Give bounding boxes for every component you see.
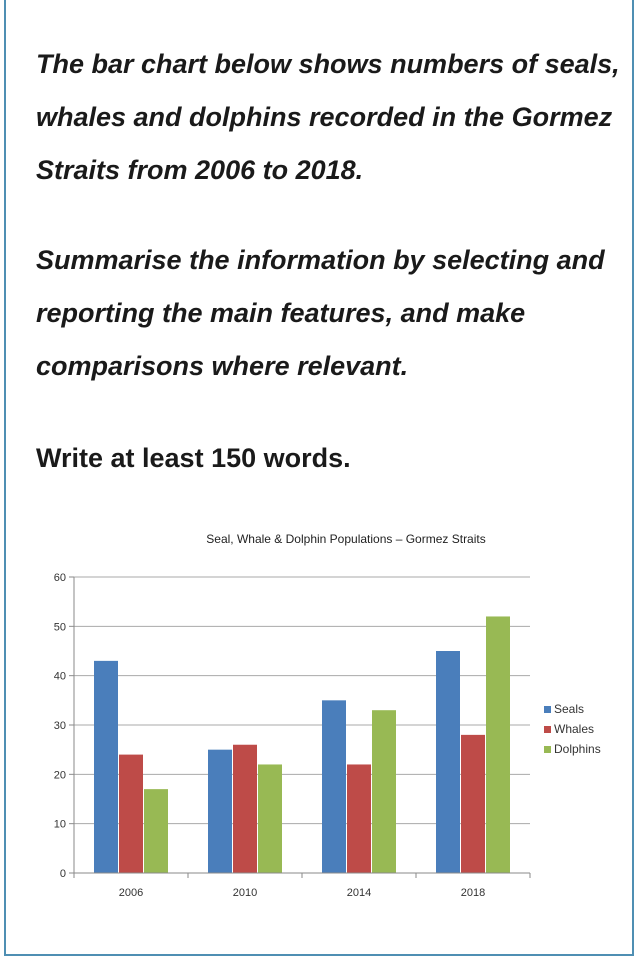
bar-whales-2006 — [119, 754, 143, 873]
word-count-requirement: Write at least 150 words. — [36, 443, 351, 473]
bar-seals-2018 — [436, 651, 460, 873]
y-axis: 0 10 20 30 40 50 60 — [54, 572, 75, 880]
y-tick-label: 10 — [54, 819, 66, 831]
task-description: The bar chart below shows numbers of sea… — [36, 49, 620, 185]
task-card: The bar chart below shows numbers of sea… — [4, 0, 634, 956]
bar-seals-2010 — [208, 749, 232, 873]
x-tick-label: 2014 — [347, 887, 371, 899]
y-tick-label: 0 — [60, 868, 66, 880]
bar-series — [94, 616, 510, 873]
bar-whales-2014 — [347, 764, 371, 873]
y-tick-label: 40 — [54, 671, 66, 683]
legend-swatch-seals — [544, 706, 551, 713]
bar-whales-2010 — [233, 744, 257, 873]
bar-seals-2006 — [94, 660, 118, 873]
y-tick-label: 60 — [54, 572, 66, 584]
legend-swatch-whales — [544, 726, 551, 733]
bar-whales-2018 — [461, 734, 485, 873]
legend-label-dolphins: Dolphins — [554, 742, 601, 756]
bar-dolphins-2010 — [258, 764, 282, 873]
x-tick-label: 2018 — [461, 887, 485, 899]
task-instructions: Summarise the information by selecting a… — [36, 245, 605, 381]
y-tick-label: 20 — [54, 769, 66, 781]
bar-dolphins-2014 — [372, 710, 396, 873]
chart-title: Seal, Whale & Dolphin Populations – Gorm… — [206, 532, 485, 546]
y-tick-label: 30 — [54, 720, 66, 732]
y-tick-label: 50 — [54, 621, 66, 633]
bar-dolphins-2018 — [486, 616, 510, 873]
bar-dolphins-2006 — [144, 789, 168, 873]
bar-seals-2014 — [322, 700, 346, 873]
x-tick-label: 2010 — [233, 887, 257, 899]
legend-label-seals: Seals — [554, 702, 584, 716]
chart-legend: Seals Whales Dolphins — [544, 702, 601, 756]
legend-swatch-dolphins — [544, 746, 551, 753]
bar-chart: Seal, Whale & Dolphin Populations – Gorm… — [54, 532, 601, 899]
legend-label-whales: Whales — [554, 722, 594, 736]
x-tick-label: 2006 — [119, 887, 143, 899]
x-axis: 2006 2010 2014 2018 — [73, 872, 531, 899]
